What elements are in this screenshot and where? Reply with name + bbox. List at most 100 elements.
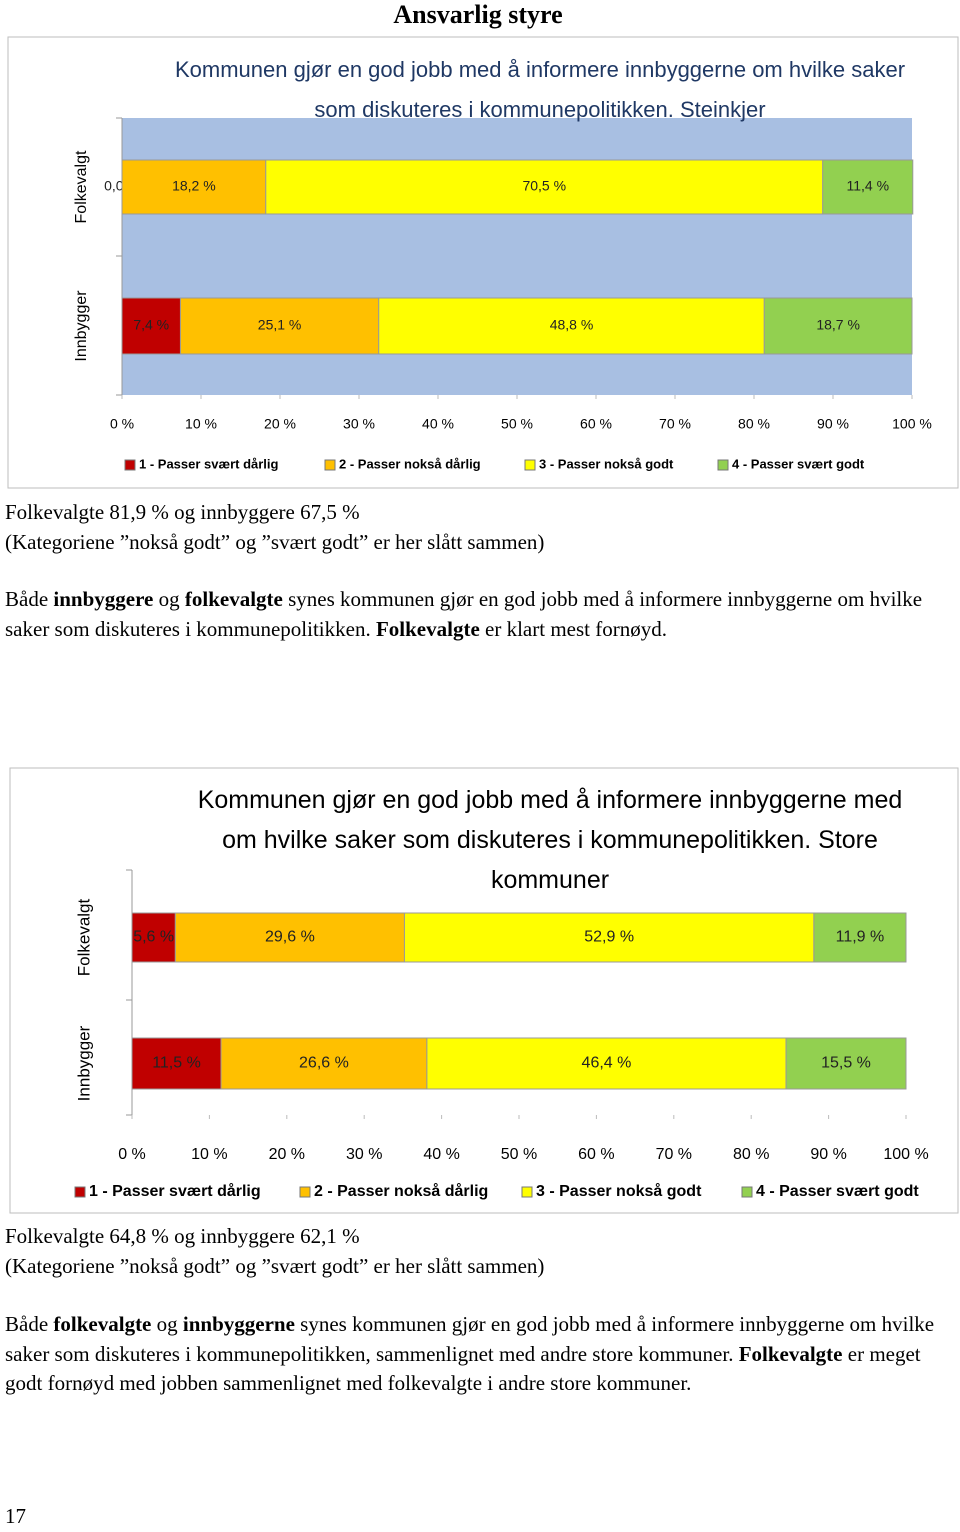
chart-frame (9, 767, 959, 1214)
legend-label: 2 - Passer nokså dårlig (314, 1182, 488, 1200)
value-label: 29,6 % (265, 929, 315, 946)
x-tick-label: 60 % (578, 1146, 614, 1163)
text: og (153, 587, 185, 611)
summary-line: Folkevalgte 81,9 % og innbyggere 67,5 % (5, 500, 360, 524)
chart-title: Kommunen gjør en god jobb med å informer… (174, 57, 906, 122)
x-tick-label: 70 % (659, 416, 691, 432)
text: Både (5, 1312, 54, 1336)
x-tick-label: 30 % (343, 416, 375, 432)
value-label: 5,6 % (133, 929, 174, 946)
bold-text: innbyggere (53, 587, 154, 611)
value-label: 11,5 % (152, 1055, 201, 1072)
summary-line: (Kategoriene ”nokså godt” og ”svært godt… (5, 1253, 545, 1278)
legend-label: 4 - Passer svært godt (732, 456, 865, 471)
x-tick-label: 100 % (883, 1146, 928, 1163)
bold-text: Folkevalgte (738, 1341, 843, 1366)
x-tick-label: 30 % (346, 1146, 382, 1163)
x-tick-label: 90 % (817, 416, 849, 432)
value-label: 25,1 % (258, 317, 302, 333)
x-tick-label: 70 % (656, 1146, 692, 1163)
legend-swatch (717, 459, 729, 471)
legend-swatch (74, 1186, 86, 1198)
bar-segment (822, 159, 914, 215)
bar-segment (121, 297, 181, 355)
x-tick-label: 10 % (185, 416, 217, 432)
bar-segment (179, 297, 380, 355)
bold-text: folkevalgte (184, 587, 283, 611)
category-label: Innbygger (74, 1025, 93, 1101)
chart-title: Kommunen gjør en god jobb med å informer… (197, 786, 903, 894)
legend-swatch (524, 459, 536, 471)
x-tick-label: 40 % (422, 416, 454, 432)
x-tick-label: 0 % (118, 1146, 146, 1163)
bar-segment (403, 912, 815, 963)
value-label: 11,4 % (846, 178, 889, 194)
text: synes kommunen gjør en god jobb med å in… (5, 1312, 935, 1366)
value-label: 18,7 % (816, 317, 860, 333)
bar-segment (785, 1037, 907, 1090)
legend-label: 3 - Passer nokså godt (536, 1182, 702, 1200)
summary: Folkevalgte 81,9 % og innbyggere 67,5 % (… (5, 498, 955, 557)
x-tick-label: 20 % (264, 416, 296, 432)
value-label: 11,9 % (836, 929, 885, 946)
bar-segment (763, 297, 913, 355)
legend-swatch (741, 1186, 753, 1198)
bold-text: Folkevalgte (375, 616, 480, 641)
x-tick-label: 50 % (501, 1146, 537, 1163)
legend-swatch (324, 459, 336, 471)
text: synes kommunen gjør en god jobb med å in… (5, 587, 923, 641)
bar-segment (131, 1037, 222, 1090)
legend-label: 2 - Passer nokså dårlig (339, 456, 481, 471)
bar-segment (813, 912, 907, 963)
x-tick-label: 0 % (110, 416, 134, 432)
legend-swatch (521, 1186, 533, 1198)
bold-text: innbyggerne (182, 1312, 295, 1336)
value-label: 26,6 % (299, 1055, 349, 1072)
summary-line: (Kategoriene ”nokså godt” og ”svært godt… (5, 529, 545, 554)
value-label: 18,2 % (172, 178, 216, 194)
value-label: 48,8 % (550, 317, 594, 333)
value-label: 46,4 % (582, 1055, 632, 1072)
legend-label: 1 - Passer svært dårlig (89, 1182, 261, 1200)
heading: Ansvarlig styre (393, 0, 563, 29)
legend-label: 4 - Passer svært godt (756, 1183, 919, 1200)
summary: Folkevalgte 64,8 % og innbyggere 62,1 % (… (5, 1222, 955, 1281)
summary-line: Folkevalgte 64,8 % og innbyggere 62,1 % (5, 1224, 360, 1248)
text: Både (5, 587, 54, 611)
bar-segment (265, 159, 824, 215)
x-tick-label: 10 % (191, 1146, 227, 1163)
bar-segment (378, 297, 765, 355)
x-tick-label: 40 % (423, 1146, 459, 1163)
text: er meget godt fornøyd med jobben sammenl… (5, 1341, 921, 1396)
bar-segment (174, 912, 405, 963)
legend-label: 3 - Passer nokså godt (539, 456, 674, 471)
category-label: Folkevalgt (73, 150, 90, 223)
legend-swatch (124, 459, 136, 471)
x-tick-label: 80 % (738, 416, 770, 432)
x-tick-label: 100 % (892, 416, 932, 432)
bar-segment (426, 1037, 787, 1090)
legend-swatch (299, 1186, 311, 1198)
value-label: 70,5 % (522, 178, 566, 194)
value-label: 15,5 % (821, 1055, 871, 1072)
category-label: Folkevalgt (74, 898, 93, 976)
text: og (151, 1312, 183, 1336)
value-label: 52,9 % (584, 929, 634, 946)
bar-segment (131, 912, 176, 963)
paragraph: Både innbyggere og folkevalgte synes kom… (5, 585, 955, 644)
bold-text: folkevalgte (53, 1312, 152, 1336)
x-tick-label: 50 % (501, 416, 533, 432)
category-label: Innbygger (73, 290, 90, 362)
x-tick-label: 80 % (733, 1146, 769, 1163)
value-label: 7,4 % (133, 317, 169, 333)
text: er klart mest fornøyd. (479, 616, 667, 641)
bar-segment (220, 1037, 428, 1090)
x-tick-label: 20 % (269, 1146, 305, 1163)
x-tick-label: 60 % (580, 416, 612, 432)
x-tick-label: 90 % (810, 1146, 846, 1163)
legend-label: 1 - Passer svært dårlig (139, 456, 279, 471)
page-number: 17 (5, 1504, 26, 1528)
paragraph: Både folkevalgte og innbyggerne synes ko… (5, 1310, 955, 1399)
